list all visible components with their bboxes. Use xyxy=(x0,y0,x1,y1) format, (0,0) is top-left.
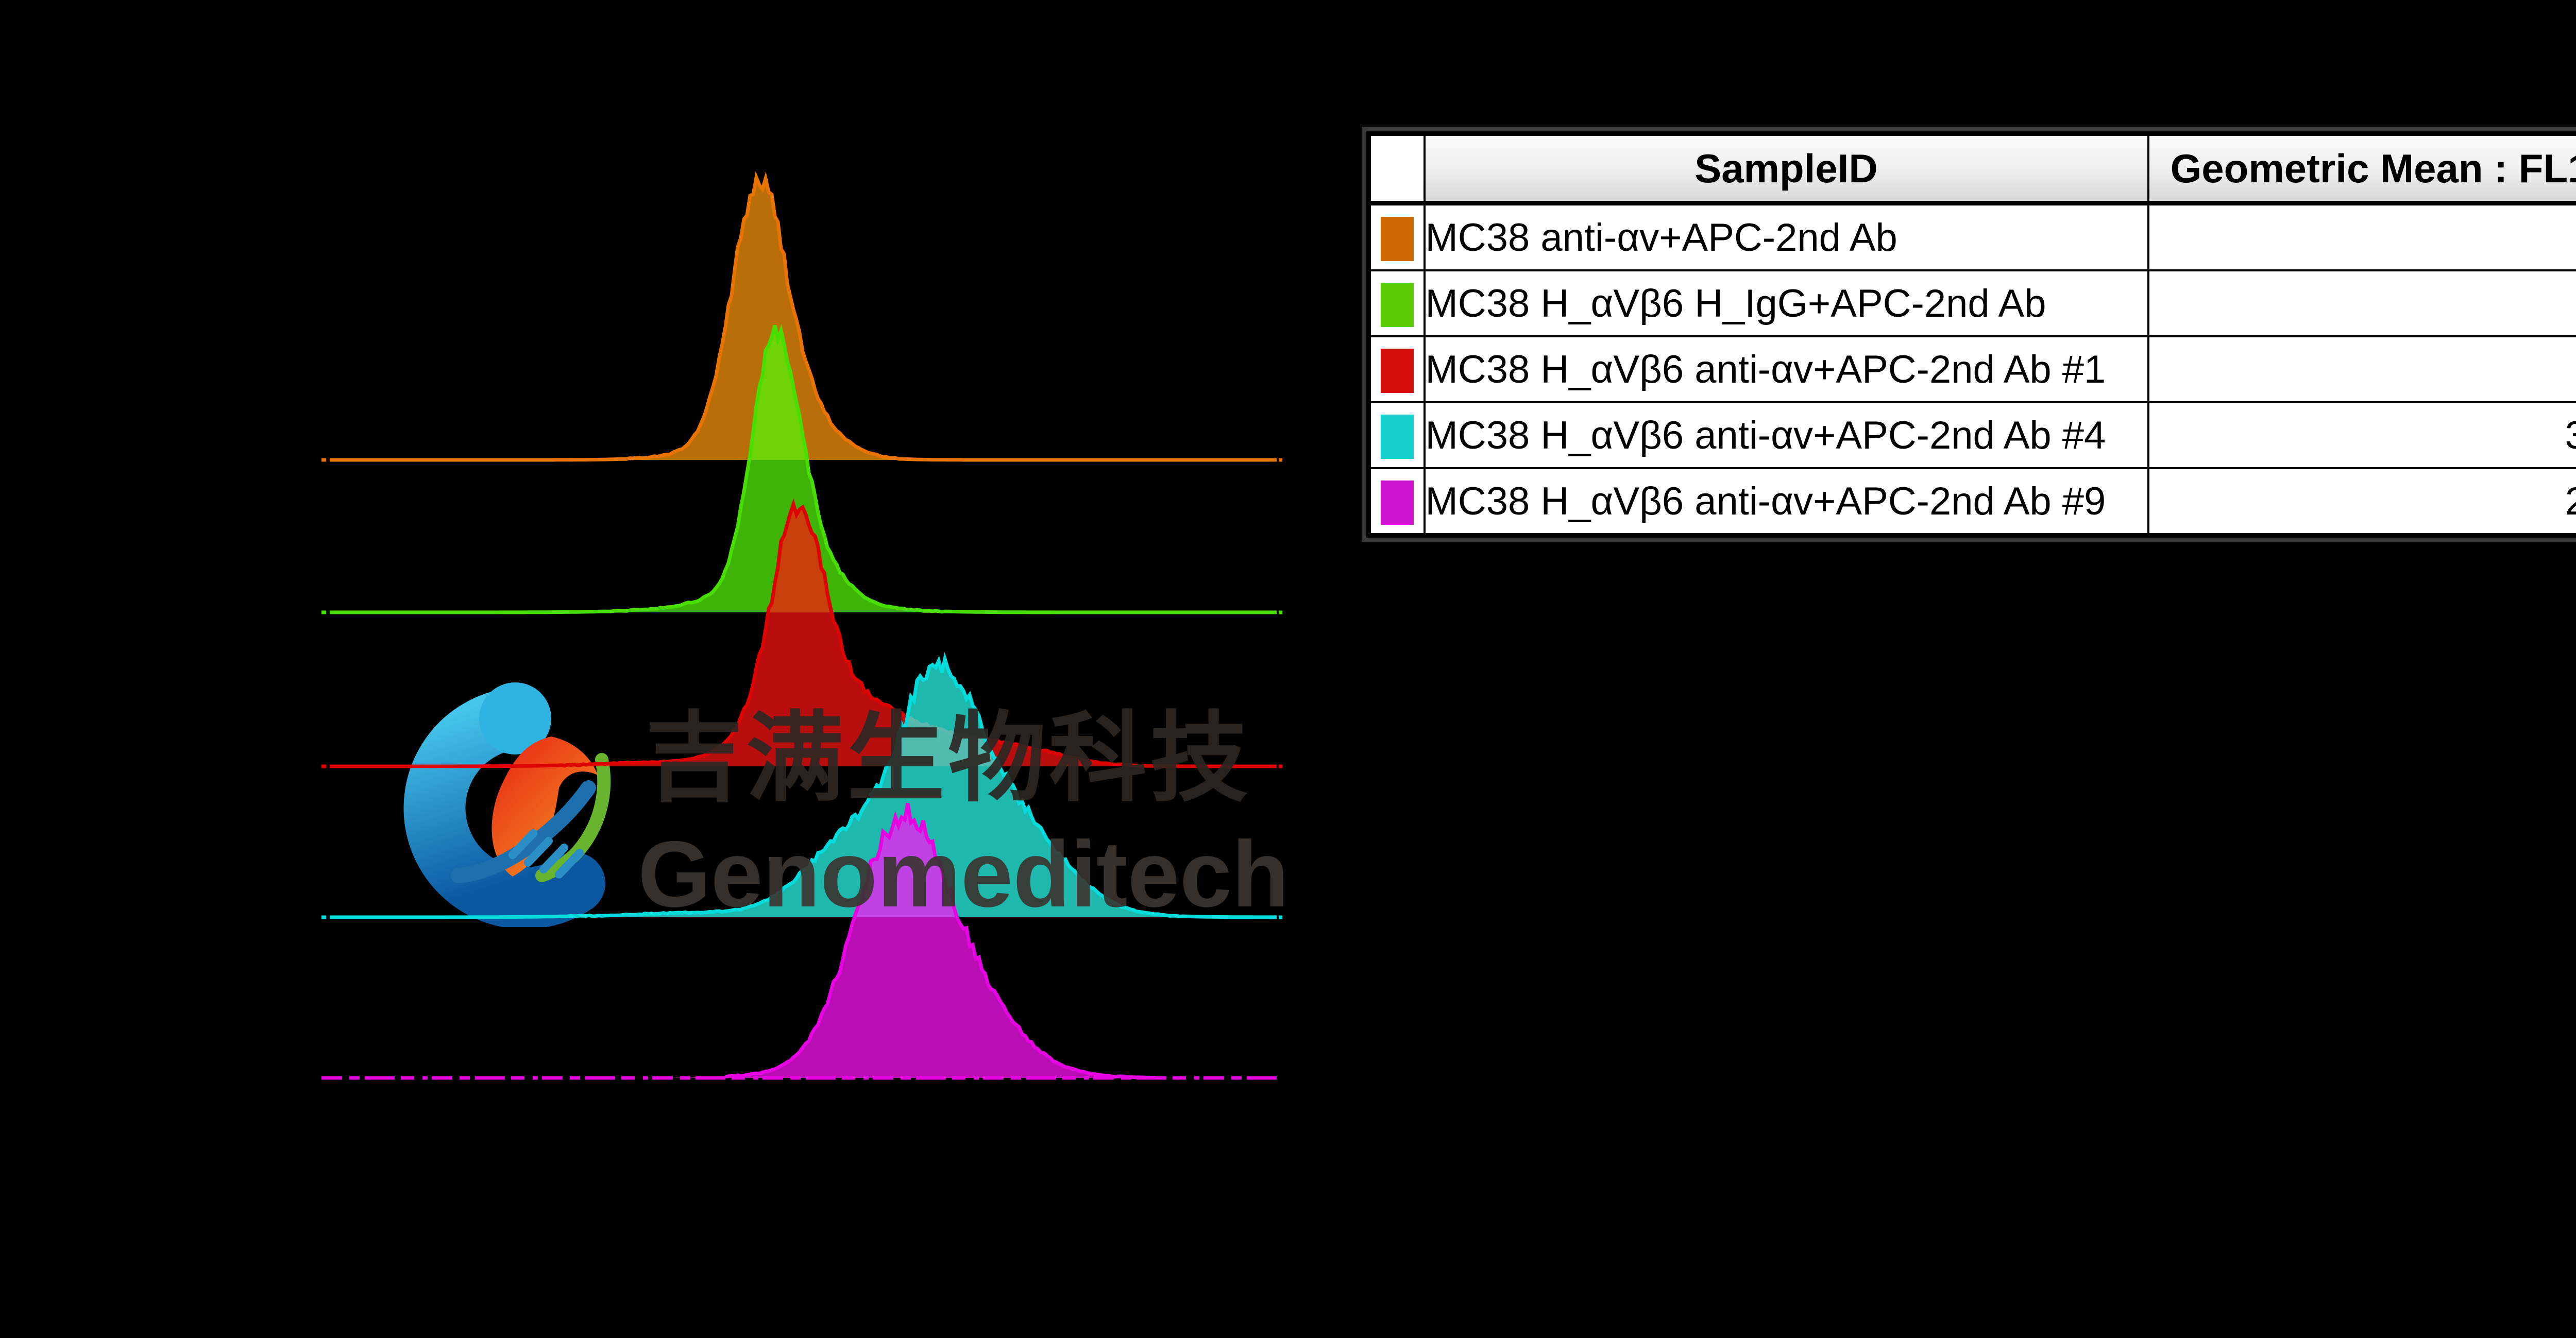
genomeditech-logo-icon xyxy=(403,682,611,927)
histogram-outline xyxy=(330,323,1277,614)
sample-id-cell: MC38 H_αVβ6 anti-αv+APC-2nd Ab #9 xyxy=(1423,467,2149,537)
swatch-column-header xyxy=(1367,132,1426,205)
sample-id-column-header: SampleID xyxy=(1423,132,2149,205)
sample-id-cell: MC38 H_αVβ6 H_IgG+APC-2nd Ab xyxy=(1423,269,2149,337)
histogram-series-4 xyxy=(321,651,1282,919)
table-row: MC38 H_αVβ6 anti-αv+APC-2nd Ab #1 4279 xyxy=(1367,335,2576,403)
histogram-series-1 xyxy=(321,171,1282,462)
watermark-cjk-text: 吉满生物科技 xyxy=(645,704,1251,813)
sample-color-cell xyxy=(1367,202,1426,271)
watermark-latin-text: Genomeditech xyxy=(638,821,1290,927)
histogram-outline xyxy=(330,651,1277,919)
sample-id-cell: MC38 anti-αv+APC-2nd Ab xyxy=(1423,202,2149,271)
histogram-fill xyxy=(330,504,1277,766)
color-swatch xyxy=(1380,282,1414,327)
histogram-fill xyxy=(330,325,1277,612)
histogram-series-5 xyxy=(321,803,1277,1080)
logo-flame xyxy=(492,736,598,877)
geometric-mean-cell: 1849 xyxy=(2147,202,2576,271)
statistics-table: SampleID Geometric Mean : FL11-H MC38 an… xyxy=(1366,131,2576,538)
histogram-outline xyxy=(725,803,1155,1079)
sample-color-cell xyxy=(1367,401,1426,469)
logo-leaf xyxy=(535,753,611,882)
table-row: MC38 H_αVβ6 anti-αv+APC-2nd Ab #9 29130 xyxy=(1367,467,2576,537)
color-swatch xyxy=(1380,348,1414,393)
histogram-fill xyxy=(330,177,1277,460)
geometric-mean-cell: 1813 xyxy=(2147,269,2576,337)
sample-color-cell xyxy=(1367,467,1426,537)
geometric-mean-cell: 4279 xyxy=(2147,335,2576,403)
histogram-fill xyxy=(330,659,1277,917)
table-row: MC38 H_αVβ6 anti-αv+APC-2nd Ab #4 34806 xyxy=(1367,401,2576,469)
sample-color-cell xyxy=(1367,269,1426,337)
logo-dna-rungs xyxy=(509,829,584,879)
sample-color-cell xyxy=(1367,335,1426,403)
histogram-series-3 xyxy=(321,498,1282,768)
table-row: MC38 H_αVβ6 H_IgG+APC-2nd Ab 1813 xyxy=(1367,269,2576,337)
geometric-mean-cell: 29130 xyxy=(2147,467,2576,537)
histogram-outline xyxy=(330,171,1277,462)
color-swatch xyxy=(1380,414,1414,459)
table-header-row: SampleID Geometric Mean : FL11-H xyxy=(1367,132,2576,205)
sample-id-cell: MC38 H_αVβ6 anti-αv+APC-2nd Ab #4 xyxy=(1423,401,2149,469)
histogram-outline xyxy=(330,498,1277,768)
sample-id-cell: MC38 H_αVβ6 anti-αv+APC-2nd Ab #1 xyxy=(1423,335,2149,403)
color-swatch xyxy=(1380,216,1414,261)
table-row: MC38 anti-αv+APC-2nd Ab 1849 xyxy=(1367,202,2576,271)
histogram-series-2 xyxy=(321,323,1282,614)
color-swatch xyxy=(1380,480,1414,525)
geometric-mean-cell: 34806 xyxy=(2147,401,2576,469)
geometric-mean-column-header: Geometric Mean : FL11-H xyxy=(2147,132,2576,205)
logo-swirl xyxy=(403,682,605,927)
